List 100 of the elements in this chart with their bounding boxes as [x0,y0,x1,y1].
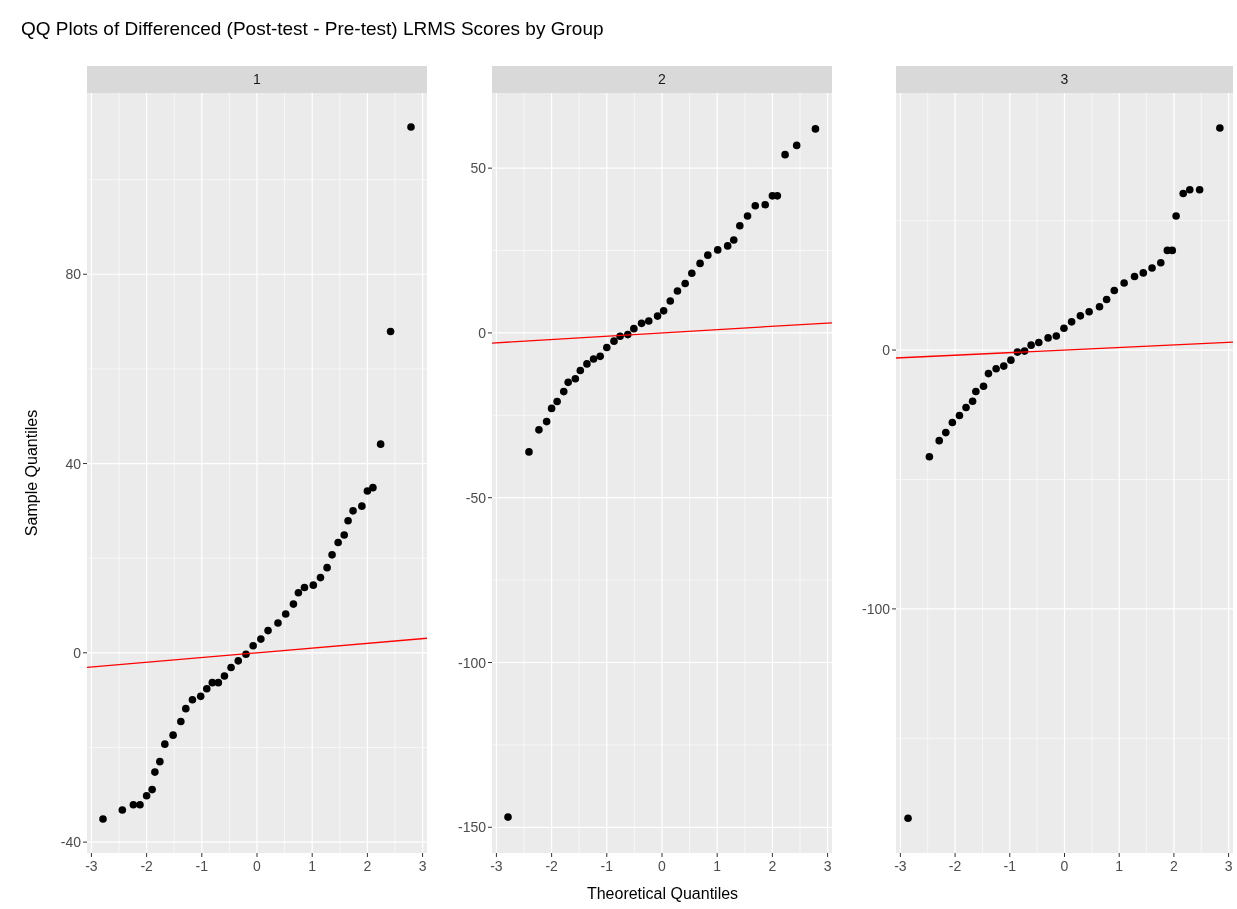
y-tick-label: -100 [861,600,891,617]
point [743,212,752,220]
y-tick-label: 0 [478,324,487,341]
point [925,452,934,461]
point [1139,269,1148,277]
point [196,692,205,701]
x-tick-label: 3 [1224,858,1233,874]
point [1007,356,1015,364]
point [904,814,912,823]
point [1060,324,1068,333]
x-tick-label: -2 [948,858,962,874]
point [1095,303,1104,311]
point [151,768,159,776]
y-axis-title: Sample Quantiles [23,409,40,537]
point [99,815,107,823]
point [1195,186,1204,194]
point [323,563,331,572]
point [542,417,551,426]
chart-title: QQ Plots of Differenced (Post-test - Pre-test) LRMS Scores by Group [21,18,604,39]
x-tick-label: 1 [308,858,317,874]
point [637,319,646,328]
point [559,387,568,396]
point [504,813,512,821]
point [1052,332,1061,340]
point [1034,338,1043,347]
point [349,507,357,515]
point [535,426,543,434]
point [363,487,372,495]
point [1027,341,1035,349]
y-tick-label: -50 [465,489,487,506]
point [723,242,732,250]
point [962,403,970,412]
point [984,369,993,378]
x-tick-label: 1 [1115,858,1124,874]
point [300,583,309,592]
point [188,695,197,704]
point [340,531,349,539]
point [553,397,561,406]
point [696,259,704,268]
point [142,791,151,800]
x-tick-label: -2 [545,858,559,874]
point [659,307,668,315]
point [1216,124,1224,132]
point [704,251,712,259]
point [596,352,604,361]
x-tick-label: 2 [768,858,777,874]
point [309,581,318,589]
x-tick-label: 0 [253,858,262,874]
point [972,387,980,396]
chart-subtitle: 2 [658,71,667,87]
point [169,731,177,739]
x-tick-label: -3 [85,858,98,874]
point [1156,259,1165,267]
point [182,704,190,713]
point [781,150,789,159]
point [289,600,298,608]
x-tick-label: -1 [600,858,614,874]
point [564,378,572,387]
point [257,635,265,643]
point [751,201,760,210]
point [156,757,164,766]
point [1179,189,1188,198]
y-tick-label: -100 [457,654,487,671]
point [1168,246,1177,255]
point [328,551,336,559]
point [274,619,282,627]
point [177,717,185,726]
point [281,610,290,618]
point [136,800,144,809]
point [729,236,738,244]
point [644,317,653,325]
point [386,327,395,336]
point [334,538,342,547]
point [1076,312,1085,320]
point [547,404,556,413]
point [1172,212,1180,220]
x-tick-label: 2 [1170,858,1179,874]
point [234,657,243,665]
point [161,740,169,748]
point [688,269,696,278]
point [1185,186,1194,194]
point [1110,286,1119,295]
x-tick-label: 0 [1060,858,1069,874]
point [264,626,272,635]
point [955,411,964,420]
point [220,672,229,680]
point [407,123,415,131]
point [1102,295,1111,304]
point [935,436,944,445]
point [941,428,950,437]
point [630,324,638,333]
point [761,200,770,209]
point [294,588,303,597]
point [576,366,585,375]
chart-subtitle: 1 [253,71,262,87]
point [1130,272,1139,281]
point [811,125,820,133]
point [129,800,138,809]
point [610,337,618,345]
x-tick-label: -3 [490,858,503,874]
